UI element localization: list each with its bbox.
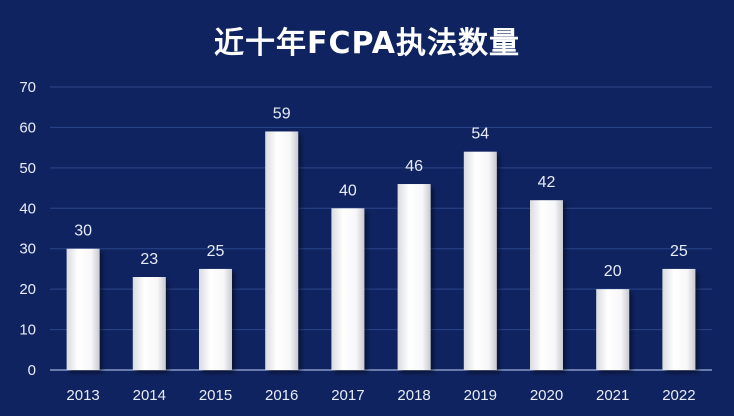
bar[interactable]: [331, 208, 365, 370]
labels: 0 10 20 30 40 50 60 70 30 2013 23 2014 25 2015 59 2016 4…: [19, 79, 695, 404]
data-label: 46: [405, 158, 423, 175]
y-tick-label: 40: [19, 200, 36, 217]
data-label: 40: [339, 182, 357, 199]
bar[interactable]: [199, 268, 232, 370]
x-tick-label: 2017: [331, 387, 364, 404]
x-tick-label: 2016: [265, 387, 298, 404]
bar[interactable]: [463, 151, 497, 370]
data-label: 25: [207, 243, 225, 260]
y-tick-label: 0: [28, 362, 36, 379]
bar[interactable]: [662, 268, 696, 370]
y-tick-label: 50: [19, 160, 36, 177]
data-label: 30: [74, 223, 92, 240]
y-tick-label: 60: [19, 119, 36, 136]
y-tick-label: 10: [19, 322, 36, 339]
x-tick-label: 2018: [397, 387, 430, 404]
x-tick-label: 2013: [66, 387, 99, 404]
bar[interactable]: [596, 289, 630, 370]
data-label: 54: [471, 126, 489, 143]
x-tick-label: 2022: [662, 387, 695, 404]
bars: [66, 131, 696, 370]
x-tick-label: 2020: [530, 387, 563, 404]
bar[interactable]: [132, 277, 166, 370]
x-tick-label: 2019: [464, 387, 497, 404]
data-label: 25: [670, 243, 688, 260]
chart-title: 近十年FCPA执法数量: [214, 26, 520, 61]
x-tick-label: 2021: [596, 387, 629, 404]
bar[interactable]: [66, 248, 100, 370]
y-tick-label: 30: [19, 241, 36, 258]
x-tick-label: 2015: [199, 387, 232, 404]
bar[interactable]: [530, 200, 563, 370]
data-label: 42: [538, 174, 556, 191]
y-tick-label: 70: [19, 79, 36, 96]
bar[interactable]: [265, 131, 299, 370]
data-label: 59: [273, 105, 291, 122]
data-label: 23: [140, 251, 158, 268]
data-label: 20: [604, 263, 622, 280]
x-tick-label: 2014: [133, 387, 166, 404]
y-tick-label: 20: [19, 281, 36, 298]
bar[interactable]: [397, 184, 431, 370]
